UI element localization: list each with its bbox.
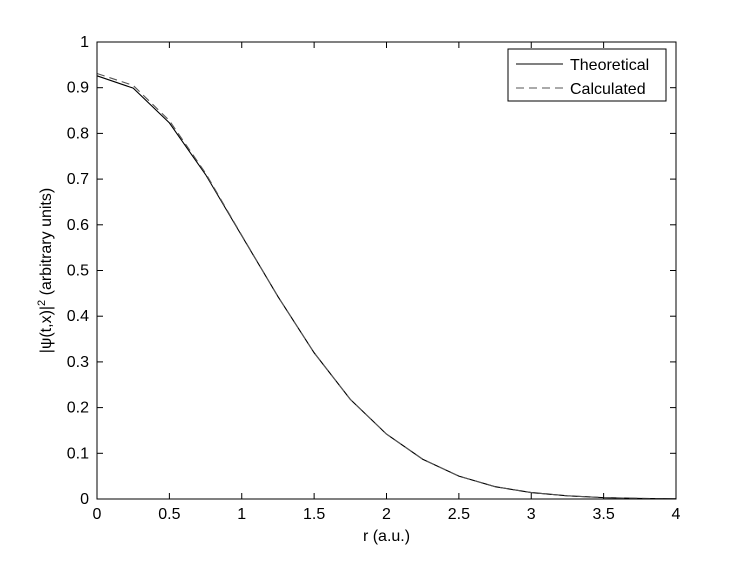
legend-label-calculated: Calculated xyxy=(570,81,646,98)
x-tick-label: 3 xyxy=(527,506,536,523)
y-tick-label: 0.2 xyxy=(67,400,89,417)
y-tick-label: 0.5 xyxy=(67,263,89,280)
x-axis-label: r (a.u.) xyxy=(363,528,410,545)
y-tick-label: 0.7 xyxy=(67,171,89,188)
x-tick-label: 1.5 xyxy=(303,506,325,523)
y-tick-label: 0.6 xyxy=(67,217,89,234)
x-tick-label: 3.5 xyxy=(593,506,615,523)
plot-frame xyxy=(96,41,677,500)
y-tick-label: 1 xyxy=(80,34,89,51)
series-line-calculated xyxy=(96,73,677,500)
legend: Theoretical Calculated xyxy=(507,48,667,102)
x-tick-label: 4 xyxy=(672,506,681,523)
x-tick-label: 2.5 xyxy=(448,506,470,523)
plot-layer xyxy=(96,73,677,500)
y-axis-label: |ψ(t,x)|2 (arbitrary units) xyxy=(36,188,55,353)
legend-box xyxy=(507,48,667,102)
y-tick-label: 0 xyxy=(80,491,89,508)
x-tick-label: 1 xyxy=(237,506,246,523)
x-tick-label: 0 xyxy=(93,506,102,523)
x-tick-label: 0.5 xyxy=(158,506,180,523)
y-tick-label: 0.3 xyxy=(67,354,89,371)
y-axis-label-units: (arbitrary units) xyxy=(38,188,55,300)
y-tick-label: 0.1 xyxy=(67,445,89,462)
ticks-layer: 0 0.5 1 1.5 2 2.5 3 3.5 4 0 0.1 0.2 0.3 0.4 0.5 0.6 0.7 0… xyxy=(67,34,681,523)
legend-label-theoretical: Theoretical xyxy=(570,57,649,74)
y-axis-label-superscript: 2 xyxy=(36,300,48,306)
y-tick-label: 0.4 xyxy=(67,308,89,325)
y-tick-label: 0.8 xyxy=(67,125,89,142)
y-tick-label: 0.9 xyxy=(67,80,89,97)
x-tick-label: 2 xyxy=(382,506,391,523)
y-axis-label-main: |ψ(t,x)| xyxy=(38,306,55,353)
